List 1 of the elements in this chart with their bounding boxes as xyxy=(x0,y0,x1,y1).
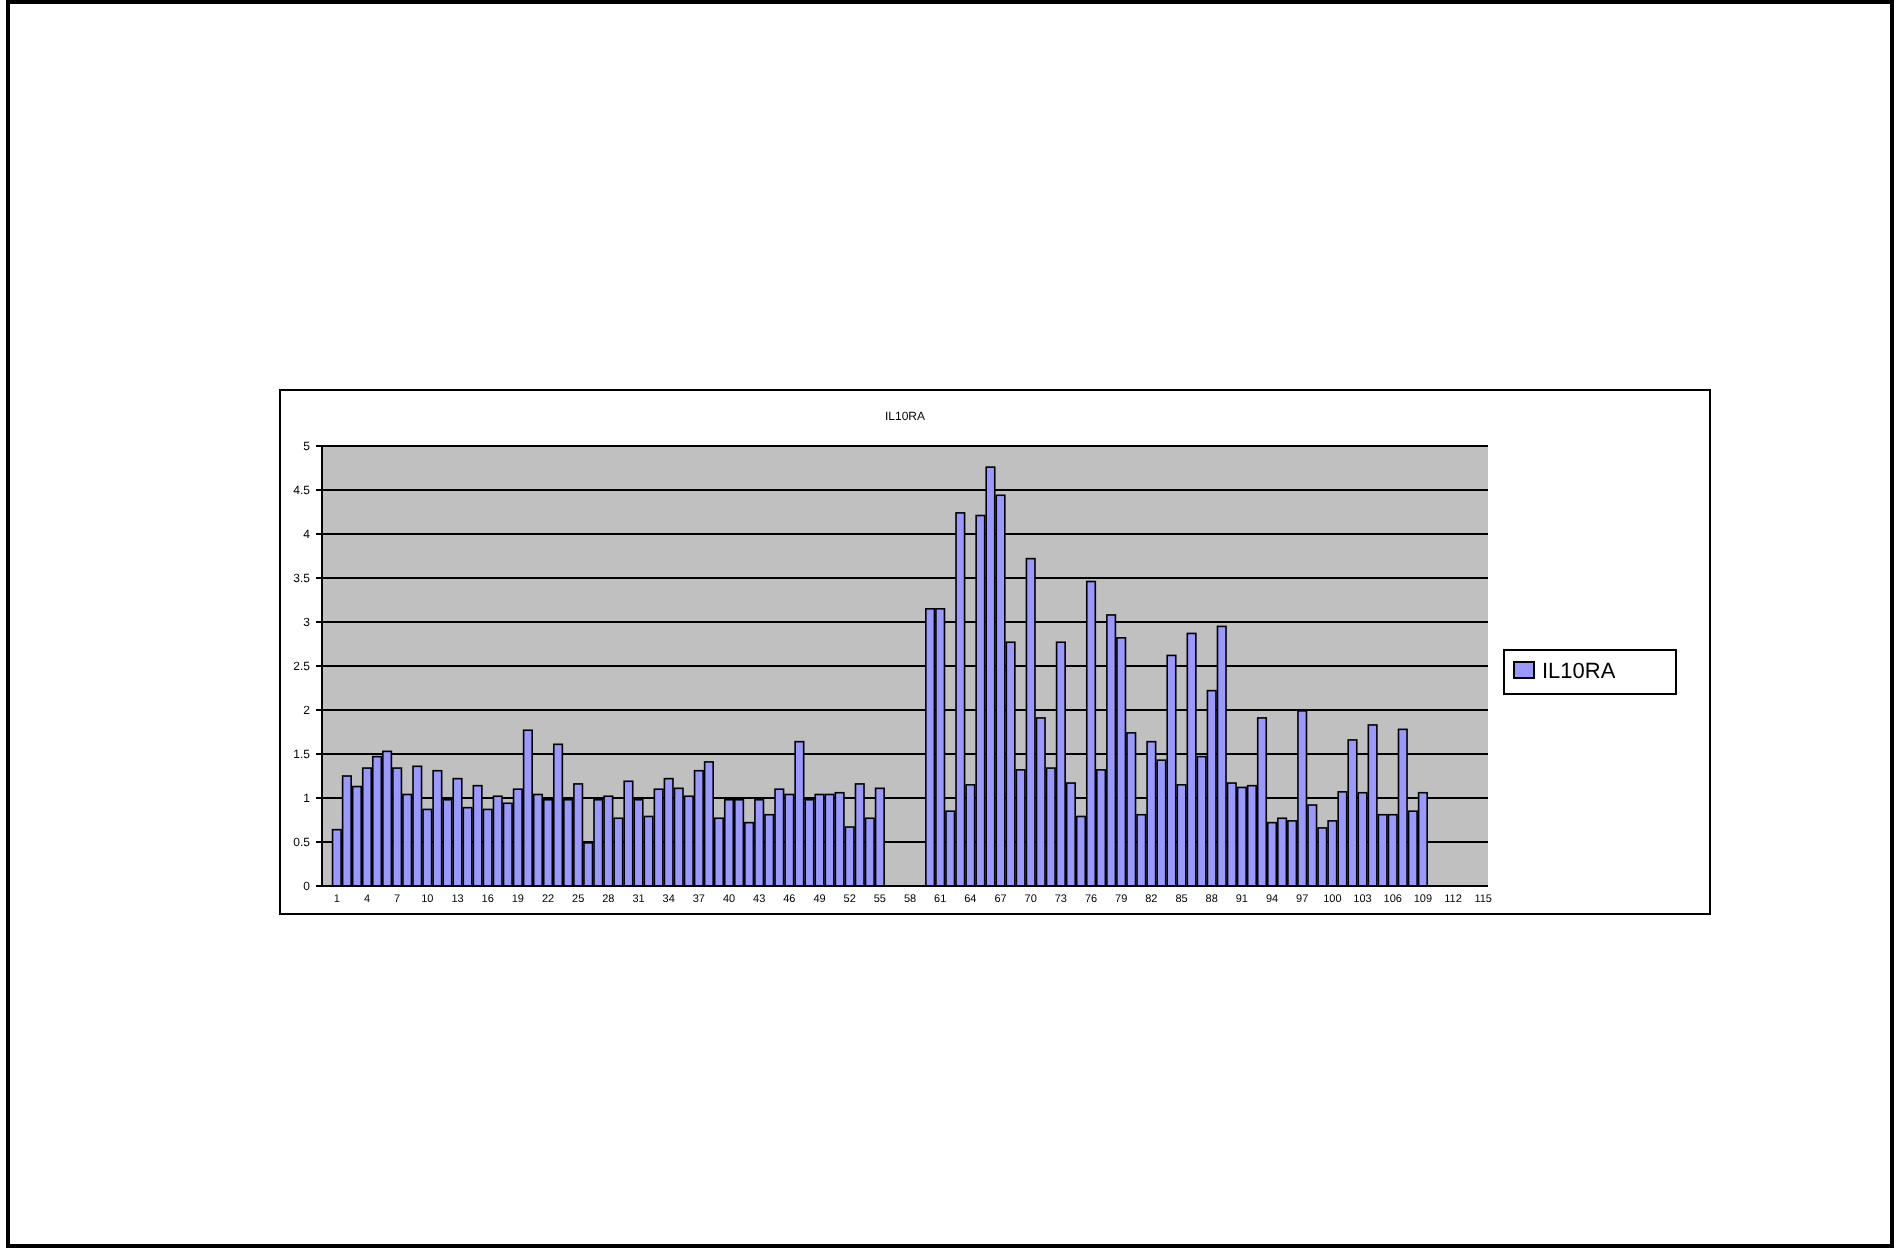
legend-label: IL10RA xyxy=(1542,660,1617,684)
